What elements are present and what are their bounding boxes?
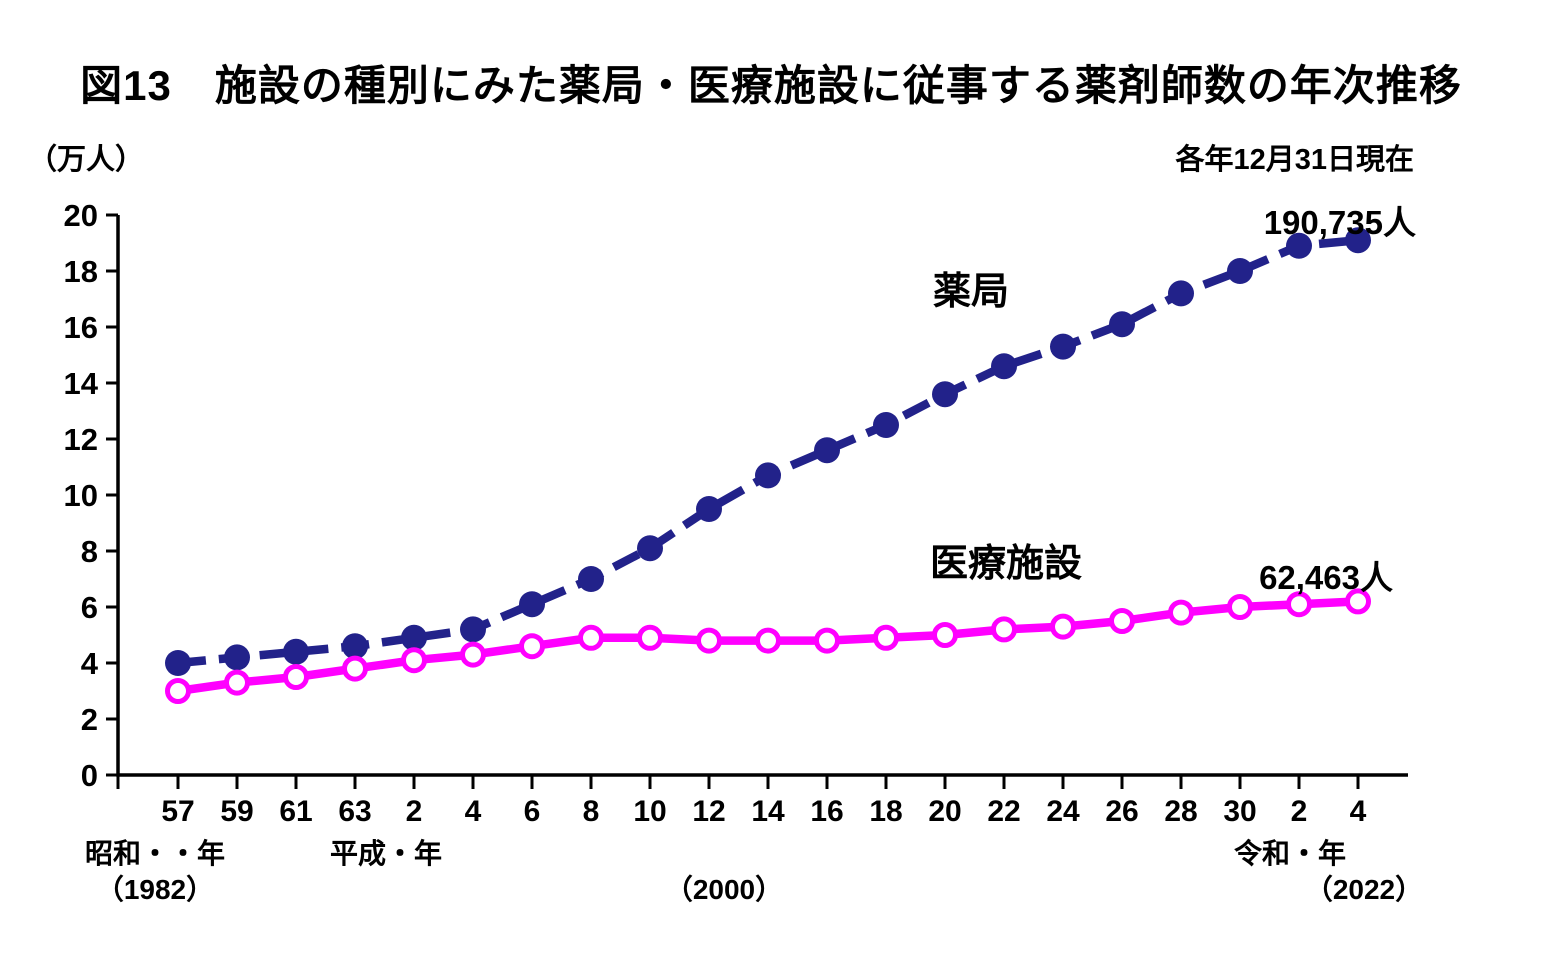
svg-text:16: 16 — [810, 795, 843, 828]
svg-text:63: 63 — [338, 795, 371, 828]
x-axis-ticks: 57 59 61 63 2 4 6 8 10 12 14 16 18 20 22 24 26 28 30 2 4 — [116, 775, 1367, 828]
era-year-2000: （2000） — [664, 874, 784, 905]
svg-text:22: 22 — [987, 795, 1020, 828]
y-axis-ticks: 0 2 4 6 8 10 12 14 16 18 20 — [64, 198, 118, 793]
svg-text:20: 20 — [928, 795, 961, 828]
svg-text:26: 26 — [1105, 795, 1138, 828]
era-label-heisei: 平成・年 — [329, 838, 442, 869]
as-of-date-note: 各年12月31日現在 — [1175, 144, 1414, 176]
svg-text:61: 61 — [279, 795, 312, 828]
era-year-2022: （2022） — [1304, 874, 1424, 905]
svg-text:14: 14 — [751, 795, 785, 828]
svg-text:4: 4 — [1350, 795, 1367, 828]
svg-text:18: 18 — [64, 254, 98, 289]
svg-text:14: 14 — [64, 366, 99, 401]
axis-lines — [116, 215, 1408, 777]
svg-text:18: 18 — [869, 795, 902, 828]
annotation-medical-facility-final-value: 62,463人 — [1259, 559, 1393, 596]
svg-text:30: 30 — [1223, 795, 1256, 828]
svg-text:2: 2 — [81, 702, 98, 737]
svg-text:16: 16 — [64, 310, 98, 345]
svg-text:12: 12 — [64, 422, 98, 457]
svg-text:8: 8 — [81, 534, 98, 569]
svg-text:4: 4 — [465, 795, 482, 828]
svg-text:28: 28 — [1164, 795, 1197, 828]
svg-text:59: 59 — [220, 795, 253, 828]
svg-text:4: 4 — [81, 646, 99, 681]
series-label-medical-facility: 医療施設 — [930, 543, 1083, 585]
era-label-showa: 昭和・・年 — [84, 838, 225, 869]
svg-text:6: 6 — [524, 795, 541, 828]
svg-text:0: 0 — [81, 758, 98, 793]
era-year-1982: （1982） — [95, 874, 215, 905]
series-label-pharmacy: 薬局 — [933, 271, 1010, 313]
svg-text:2: 2 — [1291, 795, 1308, 828]
svg-text:24: 24 — [1046, 795, 1080, 828]
svg-text:12: 12 — [692, 795, 725, 828]
svg-text:20: 20 — [64, 198, 98, 233]
chart-title: 図13 施設の種別にみた薬局・医療施設に従事する薬剤師数の年次推移 — [80, 62, 1462, 109]
svg-text:2: 2 — [406, 795, 423, 828]
series-markers-1 — [165, 588, 1371, 704]
annotation-pharmacy-final-value: 190,735人 — [1263, 204, 1416, 241]
era-label-reiwa: 令和・年 — [1233, 838, 1346, 869]
svg-text:6: 6 — [81, 590, 98, 625]
svg-text:10: 10 — [633, 795, 666, 828]
y-axis-unit-label: （万人） — [28, 144, 145, 176]
svg-text:10: 10 — [64, 478, 98, 513]
series-markers-0 — [165, 227, 1371, 676]
svg-text:8: 8 — [583, 795, 600, 828]
svg-text:57: 57 — [161, 795, 194, 828]
